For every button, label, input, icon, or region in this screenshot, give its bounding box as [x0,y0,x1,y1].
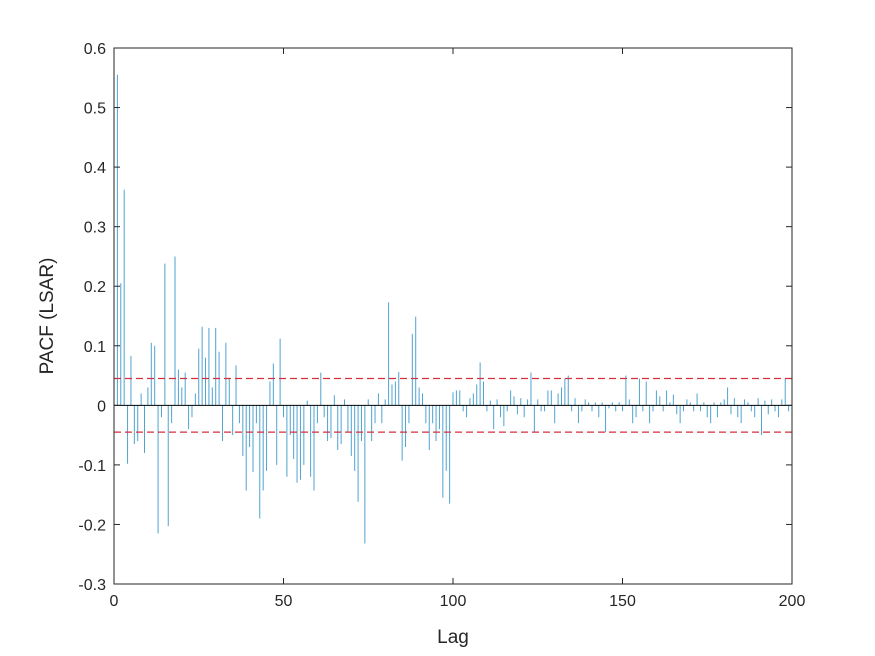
y-tick-label: 0.2 [84,279,106,296]
x-tick-label: 100 [440,593,467,610]
y-tick-label: -0.1 [78,458,106,475]
confidence-bounds [114,377,792,433]
y-tick-label: 0.1 [84,339,106,356]
y-tick-label: 0.6 [84,41,106,58]
y-tick-label: -0.2 [78,517,106,534]
x-axis-ticks: 0 50 100 150 200 [110,48,806,610]
y-axis-label: PACF (LSAR) [37,258,58,375]
x-axis-label: Lag [437,627,469,648]
x-tick-label: 50 [275,593,293,610]
y-tick-label: 0.5 [84,101,106,118]
y-axis-ticks: -0.3 -0.2 -0.1 0 0.1 0.2 0.3 0.4 0.5 0.6 [78,41,792,594]
y-tick-label: 0.3 [84,220,106,237]
y-tick-label: 0 [97,398,106,415]
y-tick-label: -0.3 [78,577,106,594]
stem-series [116,74,793,544]
x-tick-label: 0 [110,593,119,610]
x-tick-label: 200 [779,593,806,610]
y-tick-label: 0.4 [84,160,106,177]
x-tick-label: 150 [609,593,636,610]
